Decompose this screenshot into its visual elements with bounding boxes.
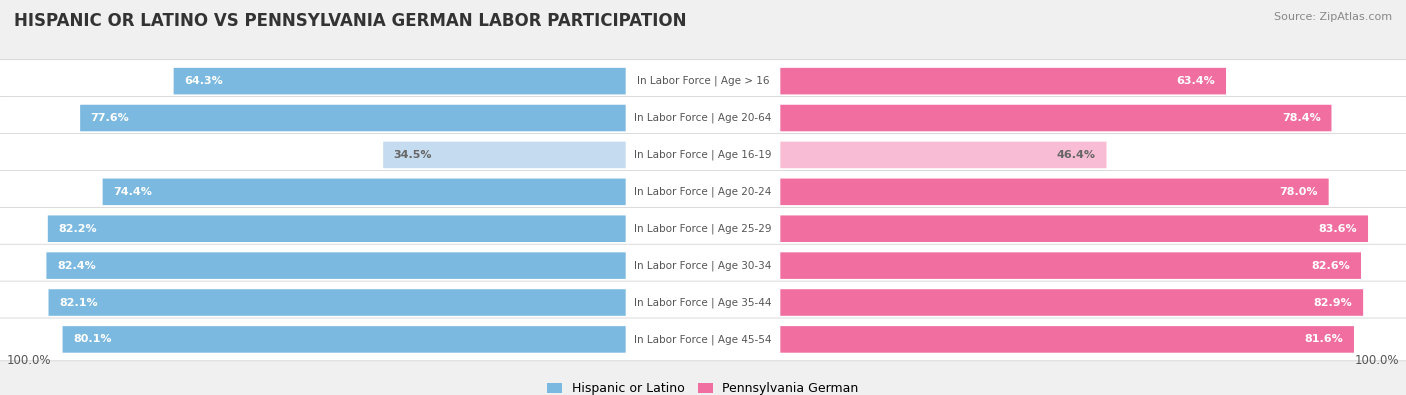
FancyBboxPatch shape <box>0 60 1406 103</box>
Text: 100.0%: 100.0% <box>7 354 52 367</box>
Text: 82.2%: 82.2% <box>58 224 97 234</box>
FancyBboxPatch shape <box>0 134 1406 176</box>
FancyBboxPatch shape <box>780 105 1331 131</box>
FancyBboxPatch shape <box>63 326 626 353</box>
Text: Source: ZipAtlas.com: Source: ZipAtlas.com <box>1274 12 1392 22</box>
FancyBboxPatch shape <box>0 207 1406 250</box>
Text: 82.6%: 82.6% <box>1312 261 1350 271</box>
Text: 83.6%: 83.6% <box>1319 224 1358 234</box>
Text: 74.4%: 74.4% <box>112 187 152 197</box>
Text: HISPANIC OR LATINO VS PENNSYLVANIA GERMAN LABOR PARTICIPATION: HISPANIC OR LATINO VS PENNSYLVANIA GERMA… <box>14 12 686 30</box>
Text: 34.5%: 34.5% <box>394 150 432 160</box>
FancyBboxPatch shape <box>48 215 626 242</box>
FancyBboxPatch shape <box>0 318 1406 361</box>
Text: In Labor Force | Age 30-34: In Labor Force | Age 30-34 <box>634 260 772 271</box>
Text: 82.1%: 82.1% <box>59 297 97 308</box>
FancyBboxPatch shape <box>80 105 626 131</box>
Text: 46.4%: 46.4% <box>1057 150 1097 160</box>
FancyBboxPatch shape <box>780 179 1329 205</box>
FancyBboxPatch shape <box>382 142 626 168</box>
Text: 80.1%: 80.1% <box>73 335 111 344</box>
Text: In Labor Force | Age 16-19: In Labor Force | Age 16-19 <box>634 150 772 160</box>
FancyBboxPatch shape <box>780 326 1354 353</box>
FancyBboxPatch shape <box>103 179 626 205</box>
FancyBboxPatch shape <box>780 68 1226 94</box>
Text: 100.0%: 100.0% <box>1354 354 1399 367</box>
Text: In Labor Force | Age > 16: In Labor Force | Age > 16 <box>637 76 769 87</box>
Text: 82.4%: 82.4% <box>56 261 96 271</box>
Legend: Hispanic or Latino, Pennsylvania German: Hispanic or Latino, Pennsylvania German <box>543 377 863 395</box>
FancyBboxPatch shape <box>0 281 1406 324</box>
Text: In Labor Force | Age 45-54: In Labor Force | Age 45-54 <box>634 334 772 345</box>
FancyBboxPatch shape <box>780 252 1361 279</box>
FancyBboxPatch shape <box>780 142 1107 168</box>
FancyBboxPatch shape <box>173 68 626 94</box>
Text: 78.4%: 78.4% <box>1282 113 1322 123</box>
FancyBboxPatch shape <box>46 252 626 279</box>
FancyBboxPatch shape <box>780 215 1368 242</box>
Text: In Labor Force | Age 25-29: In Labor Force | Age 25-29 <box>634 224 772 234</box>
FancyBboxPatch shape <box>0 170 1406 213</box>
Text: 82.9%: 82.9% <box>1313 297 1353 308</box>
Text: In Labor Force | Age 35-44: In Labor Force | Age 35-44 <box>634 297 772 308</box>
Text: 81.6%: 81.6% <box>1305 335 1344 344</box>
Text: 63.4%: 63.4% <box>1177 76 1215 86</box>
FancyBboxPatch shape <box>49 289 626 316</box>
Text: 64.3%: 64.3% <box>184 76 224 86</box>
Text: In Labor Force | Age 20-24: In Labor Force | Age 20-24 <box>634 186 772 197</box>
FancyBboxPatch shape <box>0 97 1406 139</box>
Text: In Labor Force | Age 20-64: In Labor Force | Age 20-64 <box>634 113 772 123</box>
Text: 78.0%: 78.0% <box>1279 187 1319 197</box>
Text: 77.6%: 77.6% <box>91 113 129 123</box>
FancyBboxPatch shape <box>780 289 1364 316</box>
FancyBboxPatch shape <box>0 244 1406 287</box>
